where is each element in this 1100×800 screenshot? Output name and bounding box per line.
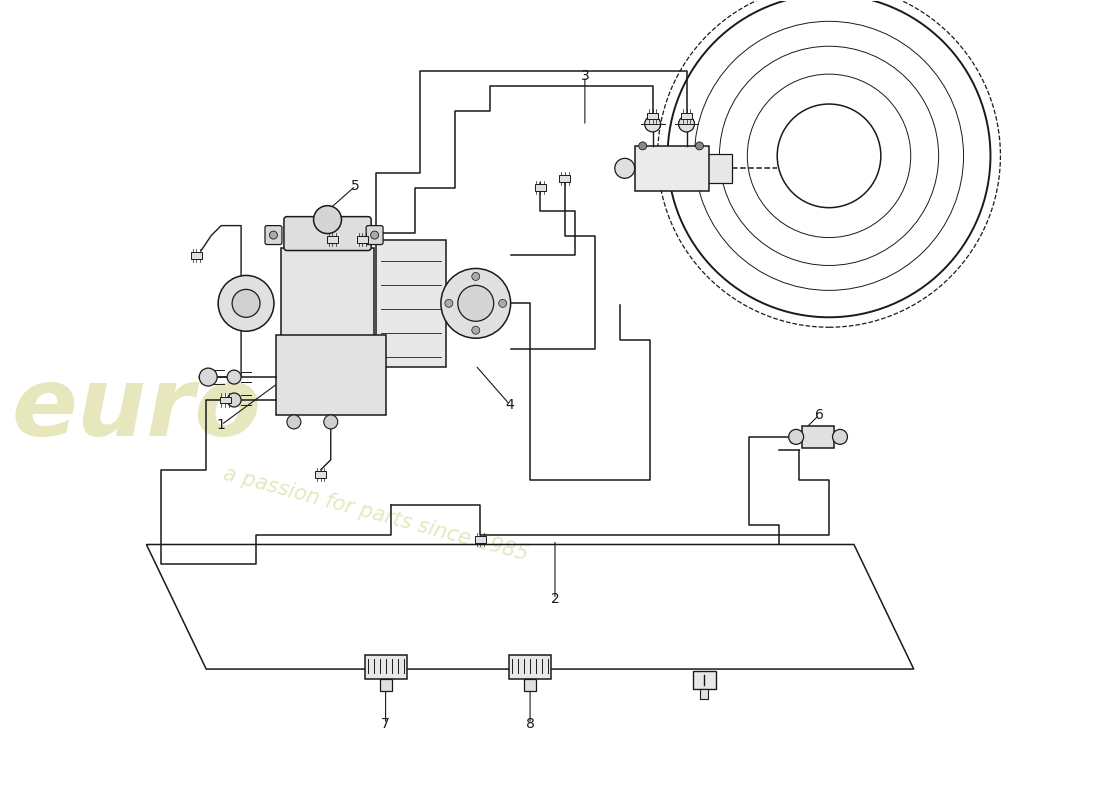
Text: 7: 7 <box>382 717 389 731</box>
Text: 1: 1 <box>217 418 226 432</box>
FancyBboxPatch shape <box>220 397 231 403</box>
FancyBboxPatch shape <box>560 175 571 182</box>
FancyBboxPatch shape <box>535 185 546 191</box>
Circle shape <box>472 273 480 281</box>
FancyBboxPatch shape <box>475 536 486 543</box>
Circle shape <box>498 299 507 307</box>
Text: 6: 6 <box>815 408 824 422</box>
Text: 3: 3 <box>581 69 590 83</box>
Circle shape <box>314 206 341 234</box>
Circle shape <box>441 269 510 338</box>
FancyBboxPatch shape <box>316 471 327 478</box>
Circle shape <box>472 326 480 334</box>
Circle shape <box>323 415 338 429</box>
FancyBboxPatch shape <box>379 679 392 691</box>
Circle shape <box>199 368 217 386</box>
FancyBboxPatch shape <box>276 335 386 415</box>
Circle shape <box>695 142 704 150</box>
Text: 5: 5 <box>351 178 360 193</box>
FancyBboxPatch shape <box>647 113 658 119</box>
FancyBboxPatch shape <box>802 426 834 448</box>
FancyBboxPatch shape <box>284 217 371 250</box>
Text: euro: euro <box>12 363 262 457</box>
Circle shape <box>639 142 647 150</box>
Circle shape <box>615 158 635 178</box>
Circle shape <box>444 299 453 307</box>
Circle shape <box>232 290 260 318</box>
FancyBboxPatch shape <box>280 247 374 343</box>
FancyBboxPatch shape <box>364 655 407 679</box>
Circle shape <box>371 231 378 239</box>
Text: 8: 8 <box>526 717 535 731</box>
FancyBboxPatch shape <box>356 236 367 243</box>
FancyBboxPatch shape <box>327 236 338 243</box>
FancyBboxPatch shape <box>681 113 692 119</box>
Circle shape <box>789 430 804 444</box>
FancyBboxPatch shape <box>190 252 201 258</box>
FancyBboxPatch shape <box>509 655 551 679</box>
FancyBboxPatch shape <box>701 689 708 699</box>
Circle shape <box>778 104 881 208</box>
FancyBboxPatch shape <box>635 146 710 190</box>
Circle shape <box>458 286 494 322</box>
Circle shape <box>679 116 694 132</box>
Text: 4: 4 <box>506 398 515 412</box>
Text: 2: 2 <box>551 592 560 606</box>
Circle shape <box>833 430 847 444</box>
Circle shape <box>227 370 241 384</box>
Text: a passion for parts since 1985: a passion for parts since 1985 <box>221 464 530 565</box>
FancyBboxPatch shape <box>693 671 716 689</box>
FancyBboxPatch shape <box>376 239 446 367</box>
Circle shape <box>270 231 277 239</box>
Circle shape <box>227 393 241 407</box>
Circle shape <box>287 415 301 429</box>
Circle shape <box>218 275 274 331</box>
Circle shape <box>804 131 854 181</box>
FancyBboxPatch shape <box>265 226 282 245</box>
FancyBboxPatch shape <box>524 679 536 691</box>
Circle shape <box>645 116 661 132</box>
FancyBboxPatch shape <box>707 154 733 182</box>
FancyBboxPatch shape <box>366 226 383 245</box>
